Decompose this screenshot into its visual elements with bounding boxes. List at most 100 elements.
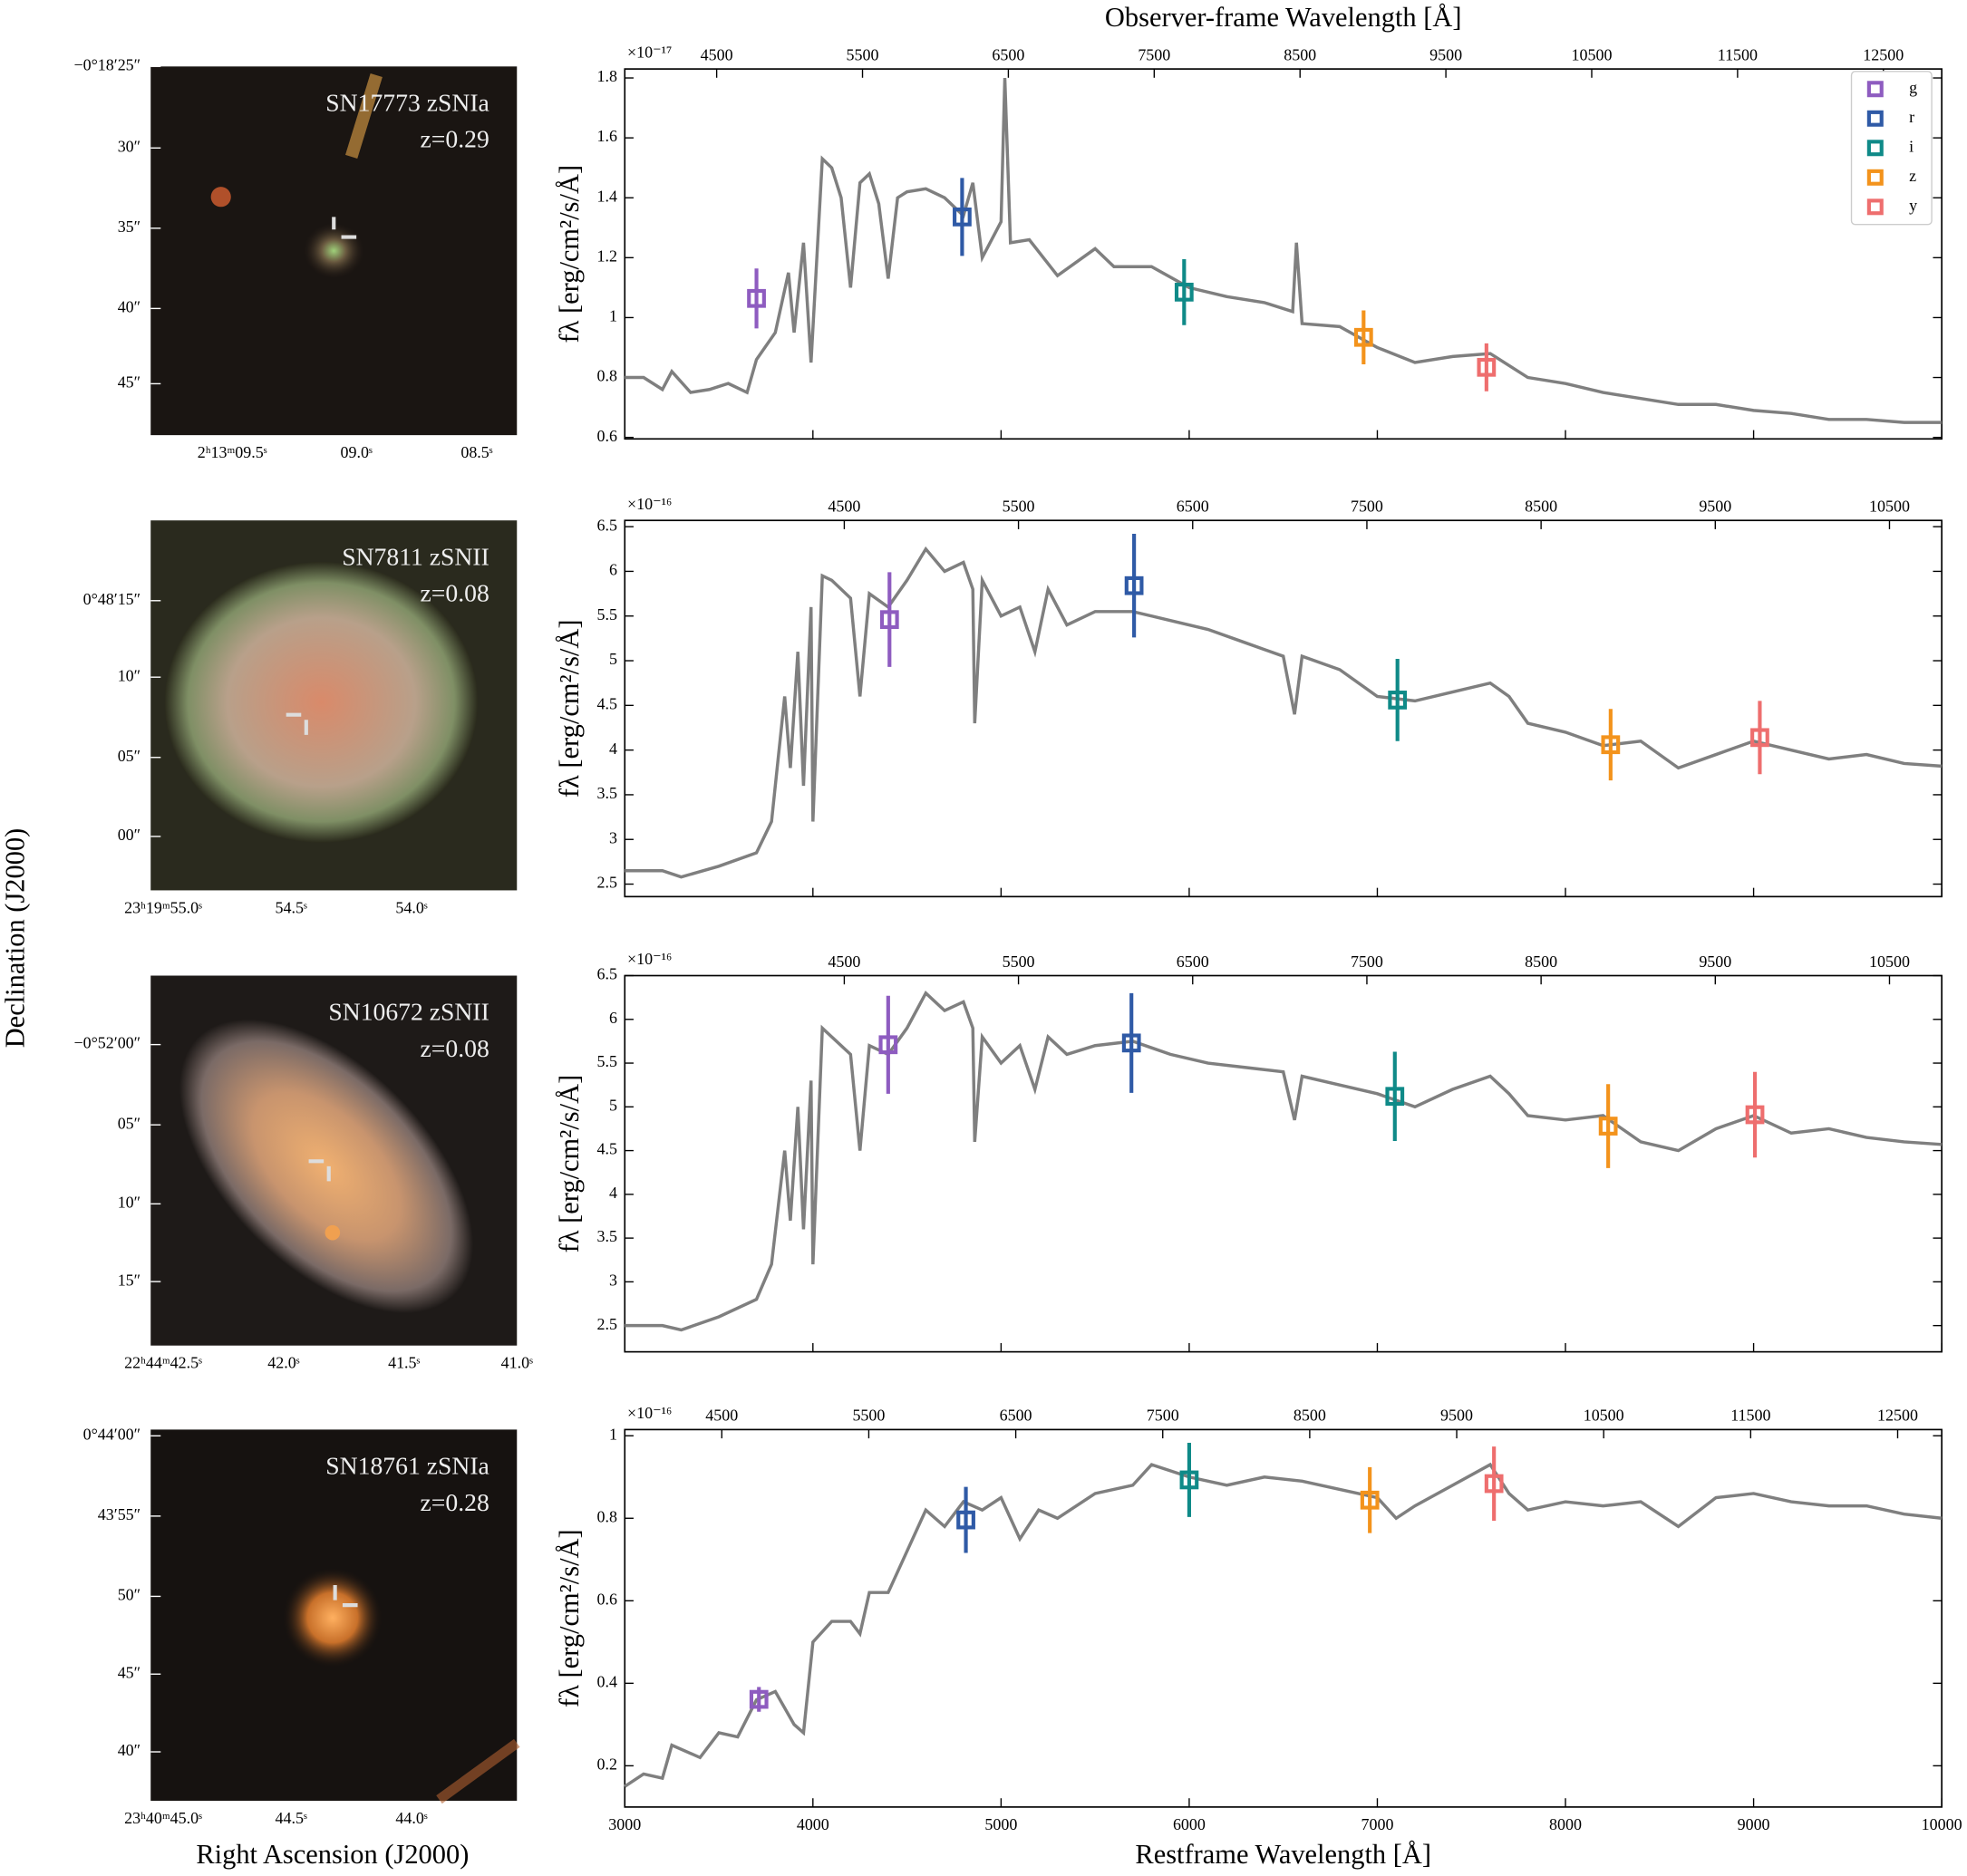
- y-tick-label: 1.4: [596, 187, 616, 205]
- legend-label: y: [1909, 196, 1917, 214]
- y-tick-label: 1.8: [596, 67, 616, 85]
- legend-label: g: [1909, 78, 1917, 96]
- ra-tick-label: 41.5ˢ: [388, 1354, 420, 1372]
- dec-tick-label: 45″: [118, 373, 140, 392]
- y-axis-label: fλ [erg/cm²/s/Å]: [554, 165, 585, 343]
- x2-tick-label: 5500: [852, 1407, 885, 1425]
- ra-tick-label: 22ʰ44ᵐ42.5ˢ: [124, 1354, 202, 1372]
- cutout-redshift: z=0.28: [421, 1488, 489, 1516]
- x-axis-label: Restframe Wavelength [Å]: [1135, 1839, 1431, 1870]
- x2-tick-label: 4500: [705, 1407, 738, 1425]
- y-tick-label: 3.5: [596, 784, 616, 802]
- y-tick-label: 1: [609, 1425, 617, 1443]
- ra-tick-label: 41.0ˢ: [501, 1354, 533, 1372]
- scale-label: ×10⁻¹⁶: [627, 950, 672, 968]
- dec-tick-label: 10″: [118, 666, 140, 684]
- x-tick-label: 5000: [984, 1815, 1017, 1833]
- cutout-image: [150, 520, 518, 891]
- spectrum-line: [625, 546, 1943, 879]
- y-tick-label: 0.2: [596, 1755, 616, 1774]
- figure-xlabel: Right Ascension (J2000): [196, 1839, 469, 1870]
- legend-marker: [1866, 140, 1884, 157]
- spectrum-line: [625, 991, 1943, 1332]
- dec-tick-label: 30″: [118, 137, 140, 155]
- photometry-point: [878, 1035, 898, 1055]
- legend-marker: [1866, 169, 1884, 186]
- x-tick-label: 7000: [1361, 1815, 1394, 1833]
- ra-tick-label: 08.5ˢ: [460, 443, 492, 461]
- photometry-point: [1353, 327, 1373, 347]
- y-tick-label: 1.2: [596, 247, 616, 265]
- photometry-point: [1360, 1490, 1380, 1510]
- photometry-point: [1121, 1033, 1141, 1053]
- photometry-point: [1598, 1117, 1618, 1136]
- cutout-name: SN10672 zSNII: [328, 998, 489, 1026]
- x2-tick-label: 8500: [1525, 498, 1557, 516]
- photometry-point: [1388, 691, 1408, 710]
- dec-tick-label: 0°48′15″: [83, 590, 141, 608]
- x2-tick-label: 12500: [1877, 1407, 1918, 1425]
- y-tick-label: 4: [609, 1184, 617, 1202]
- x2-tick-label: 10500: [1869, 953, 1910, 971]
- y-tick-label: 6.5: [596, 516, 616, 534]
- y-tick-label: 4.5: [596, 1140, 616, 1158]
- x2-tick-label: 10500: [1572, 45, 1613, 63]
- y-tick-label: 3: [609, 828, 617, 846]
- x-tick-label: 4000: [797, 1815, 829, 1833]
- legend-label: r: [1909, 108, 1914, 126]
- y-tick-label: 2.5: [596, 1315, 616, 1333]
- x2-tick-label: 6500: [1000, 1407, 1032, 1425]
- y-tick-label: 5.5: [596, 1052, 616, 1070]
- x2-tick-label: 11500: [1718, 45, 1758, 63]
- x2-tick-label: 6500: [1177, 498, 1209, 516]
- x-tick-label: 10000: [1922, 1815, 1962, 1833]
- photometry-point: [956, 1510, 975, 1530]
- x-tick-label: 3000: [608, 1815, 641, 1833]
- x2-tick-label: 9500: [1699, 498, 1731, 516]
- plot-frame: [624, 519, 1943, 898]
- ra-tick-label: 23ʰ19ᵐ55.0ˢ: [124, 898, 202, 916]
- x2-tick-label: 6500: [1177, 953, 1209, 971]
- y-axis-label: fλ [erg/cm²/s/Å]: [554, 619, 585, 798]
- x2-tick-label: 9500: [1440, 1407, 1473, 1425]
- dec-tick-label: 43′55″: [98, 1505, 140, 1523]
- x2-tick-label: 9500: [1429, 45, 1462, 63]
- photometry-point: [1601, 735, 1621, 755]
- x-tick-label: 6000: [1173, 1815, 1206, 1833]
- x2-tick-label: 5500: [1003, 953, 1035, 971]
- dec-tick-label: 05″: [118, 1114, 140, 1132]
- y-tick-label: 2.5: [596, 874, 616, 892]
- photometry-point: [747, 288, 766, 308]
- dec-tick-label: −0°18′25″: [74, 55, 141, 73]
- y-tick-label: 0.6: [596, 1590, 616, 1608]
- photometry-point: [1484, 1474, 1504, 1494]
- cutout-name: SN17773 zSNIa: [325, 89, 489, 117]
- photometry-point: [1174, 282, 1194, 302]
- dec-tick-label: 00″: [118, 826, 140, 844]
- photometry-point: [749, 1689, 769, 1709]
- ra-tick-label: 44.0ˢ: [395, 1809, 427, 1827]
- cutout-name: SN18761 zSNIa: [325, 1452, 489, 1480]
- figure-ylabel: Declination (J2000): [0, 828, 31, 1049]
- y-tick-label: 1.6: [596, 127, 616, 145]
- y-tick-label: 6: [609, 1009, 617, 1027]
- x2-tick-label: 11500: [1730, 1407, 1770, 1425]
- ra-tick-label: 54.5ˢ: [276, 898, 307, 916]
- y-tick-label: 4: [609, 740, 617, 758]
- photometry-point: [1124, 575, 1144, 595]
- dec-tick-label: −0°52′00″: [74, 1034, 141, 1052]
- cutout-name: SN7811 zSNII: [342, 542, 489, 570]
- legend-box: [1850, 71, 1933, 226]
- scale-label: ×10⁻¹⁷: [627, 44, 672, 62]
- y-tick-label: 4.5: [596, 694, 616, 712]
- plot-frame: [624, 1428, 1943, 1808]
- y-tick-label: 1: [609, 307, 617, 325]
- dec-tick-label: 40″: [118, 298, 140, 316]
- dec-tick-label: 40″: [118, 1741, 140, 1759]
- dec-tick-label: 15″: [118, 1271, 140, 1289]
- x2-tick-label: 4500: [828, 498, 860, 516]
- x2-tick-label: 5500: [1003, 498, 1035, 516]
- x-tick-label: 8000: [1549, 1815, 1582, 1833]
